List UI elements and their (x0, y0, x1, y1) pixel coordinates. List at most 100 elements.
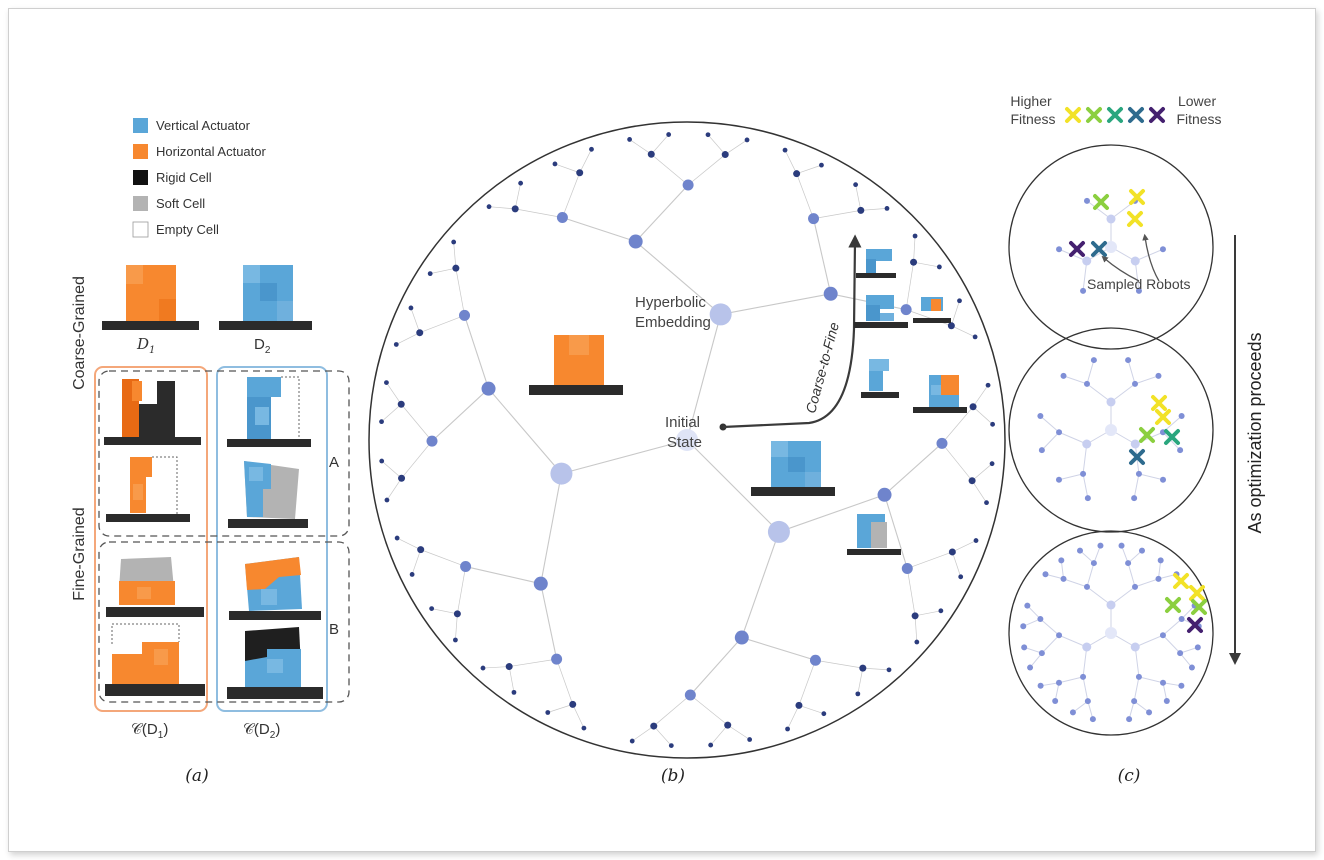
robot-a2-d2 (228, 461, 308, 528)
legend-swatch-rigid (133, 170, 148, 185)
tree-edge (457, 566, 466, 614)
small-tree-node (1118, 542, 1125, 549)
tree-edge (411, 549, 422, 575)
tree-edge (686, 314, 722, 441)
tree-edge (561, 439, 688, 475)
small-tree-edge (1110, 586, 1136, 606)
tree-node (384, 380, 389, 385)
robot-d2-coarse (219, 265, 312, 330)
figure-canvas: Vertical Actuator Horizontal Actuator Ri… (71, 93, 1265, 786)
tree-node (629, 738, 635, 744)
tree-edge (653, 694, 691, 727)
small-tree-node (1125, 560, 1132, 567)
tree-node (734, 630, 749, 645)
tree-edge (707, 134, 726, 155)
tree-edge (952, 540, 977, 553)
small-tree-node (1188, 664, 1195, 671)
small-tree-node (1125, 357, 1132, 364)
tree-node (550, 462, 573, 485)
small-tree-edge (1133, 676, 1140, 702)
small-tree-node (1038, 447, 1045, 454)
tree-edge (906, 309, 952, 327)
robot-small-6 (847, 514, 901, 555)
group-b-box (98, 541, 350, 703)
tree-node (451, 239, 457, 245)
small-tree-node (1106, 397, 1116, 407)
small-tree-edge (1179, 652, 1193, 668)
tree-node (397, 400, 405, 408)
tree-node (486, 204, 492, 210)
tree-node (968, 477, 976, 485)
tree-node (857, 206, 865, 214)
small-tree-node (1058, 557, 1065, 564)
small-tree-node (1160, 679, 1167, 686)
tree-edge (381, 460, 402, 479)
small-tree-node (1055, 679, 1062, 686)
small-tree-node (1080, 673, 1087, 680)
legend-swatch-vertical (133, 118, 148, 133)
tree-node (533, 576, 548, 591)
figure-frame: Vertical Actuator Horizontal Actuator Ri… (8, 8, 1316, 852)
tree-edge (951, 300, 960, 326)
small-tree-edge (1138, 676, 1164, 684)
tree-edge (972, 385, 989, 407)
tree-node (947, 322, 955, 330)
cd2-group-box (216, 366, 328, 712)
tree-node (426, 435, 438, 447)
tree-node (989, 461, 995, 467)
robot-marker (1069, 241, 1085, 257)
small-tree-node (1042, 571, 1049, 578)
small-tree-edge (1162, 682, 1168, 702)
tree-node (969, 403, 977, 411)
small-tree-node (1089, 716, 1096, 723)
tree-edge (455, 613, 458, 641)
tree-edge (562, 172, 581, 218)
tree-edge (455, 268, 465, 316)
small-tree-node (1037, 412, 1044, 419)
tree-edge (465, 565, 541, 585)
robot-b1-d1 (106, 557, 204, 617)
tree-edge (540, 473, 562, 584)
tree-edge (720, 293, 831, 315)
tree-edge (401, 440, 433, 479)
tree-edge (482, 666, 510, 669)
tree-edge (689, 637, 743, 696)
small-tree-node (1021, 644, 1028, 651)
small-tree-node (1157, 557, 1164, 564)
tree-edge (914, 615, 918, 643)
small-tree-node (1052, 698, 1059, 705)
small-tree-edge (1133, 700, 1150, 713)
legend-swatch-soft (133, 196, 148, 211)
robot-a1-d2 (227, 376, 311, 447)
small-tree-edge (1133, 473, 1140, 499)
tree-node (589, 146, 594, 152)
tree-edge (812, 218, 832, 294)
tree-node (795, 701, 803, 709)
robot-marker (1187, 617, 1203, 633)
robot-initial-blue (751, 441, 835, 496)
tree-node (505, 663, 513, 671)
small-tree-edge (1082, 473, 1089, 499)
tree-edge (635, 184, 689, 242)
tree-node (990, 421, 995, 427)
small-tree-node (1106, 600, 1116, 610)
small-tree-node (1060, 575, 1067, 582)
tree-node (785, 726, 790, 732)
small-tree-node (1055, 476, 1062, 483)
tree-node (627, 137, 632, 142)
small-tree-node (1159, 632, 1166, 639)
tree-node (936, 264, 942, 270)
small-tree-node (1082, 439, 1092, 449)
robot-marker (1091, 241, 1107, 257)
small-tree-edge (1127, 562, 1136, 588)
caption-c: (c) (1118, 766, 1141, 786)
disk-c3 (1008, 530, 1214, 736)
tree-node (744, 137, 750, 143)
robot-marker (1127, 211, 1143, 227)
tree-edge (913, 235, 916, 263)
group-a-label: A (329, 454, 339, 471)
tree-edge (488, 388, 562, 475)
tree-node (708, 742, 714, 748)
tree-edge (855, 184, 862, 211)
small-tree-edge (1179, 646, 1198, 654)
